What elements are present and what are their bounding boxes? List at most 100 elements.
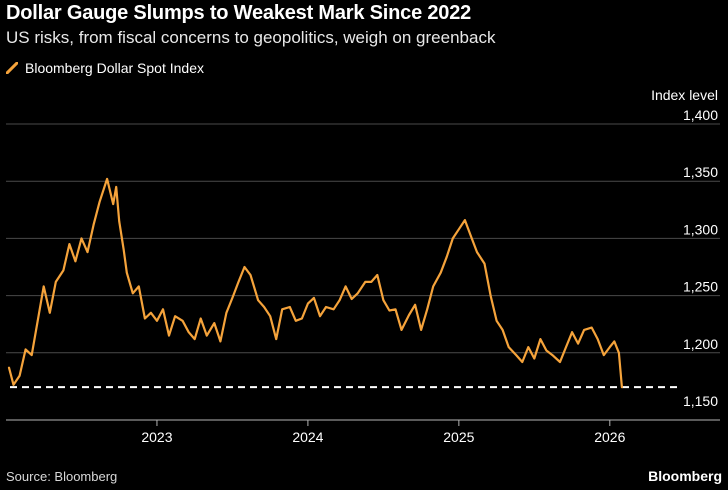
data-point	[313, 297, 315, 299]
data-point	[501, 329, 504, 331]
data-point	[301, 317, 303, 320]
data-point	[583, 329, 585, 331]
data-point	[332, 308, 335, 311]
data-point	[400, 329, 403, 331]
data-point	[269, 315, 271, 317]
data-point	[590, 326, 593, 329]
data-point	[521, 361, 524, 363]
data-point	[168, 334, 170, 337]
data-point	[138, 285, 140, 288]
data-point	[125, 271, 128, 274]
data-point	[495, 319, 498, 322]
data-point	[338, 299, 341, 301]
data-point	[394, 308, 397, 311]
data-point	[55, 281, 57, 283]
data-point	[364, 281, 367, 283]
data-point	[325, 306, 327, 308]
source-note: Source: Bloomberg	[6, 469, 118, 484]
data-point	[414, 303, 416, 306]
data-point	[8, 366, 10, 369]
data-point	[370, 281, 373, 283]
x-tick-label: 2023	[141, 429, 172, 445]
data-point	[225, 311, 228, 314]
data-point	[621, 386, 623, 388]
data-point	[452, 237, 454, 240]
data-point	[577, 342, 579, 345]
data-point	[559, 361, 561, 363]
data-point	[193, 338, 196, 340]
data-point	[288, 306, 291, 308]
data-point	[106, 178, 108, 180]
y-tick-label: 1,400	[683, 107, 718, 123]
data-point	[118, 220, 121, 223]
y-tick-label: 1,150	[683, 393, 718, 409]
data-point	[237, 281, 240, 283]
data-point	[533, 357, 536, 360]
y-axis-label: Index level	[651, 87, 718, 103]
data-point	[344, 285, 347, 288]
data-point	[18, 374, 21, 377]
y-tick-label: 1,200	[683, 336, 718, 352]
data-point	[122, 249, 125, 251]
data-point	[356, 292, 359, 295]
data-point	[388, 309, 391, 312]
data-point	[483, 262, 486, 265]
data-point	[112, 203, 114, 205]
data-point	[36, 319, 39, 322]
data-point	[445, 255, 448, 258]
data-point	[515, 354, 518, 356]
series-line-dollar-index	[7, 177, 624, 389]
data-point	[350, 298, 353, 300]
data-point	[545, 349, 548, 352]
data-point	[295, 319, 297, 322]
data-point	[263, 306, 265, 308]
data-point	[205, 334, 208, 337]
data-point	[382, 299, 385, 301]
data-point	[42, 285, 45, 288]
data-point	[596, 338, 599, 340]
data-point	[92, 223, 95, 226]
data-point	[458, 228, 460, 231]
data-point	[162, 308, 164, 311]
data-point	[115, 186, 117, 188]
x-tick-label: 2026	[594, 429, 625, 445]
y-tick-label: 1,250	[683, 279, 718, 295]
data-point	[420, 329, 422, 331]
data-point	[231, 297, 234, 299]
data-point	[464, 219, 466, 221]
data-point	[539, 338, 542, 340]
data-point	[257, 299, 259, 301]
data-point	[618, 352, 620, 354]
chart-subtitle: US risks, from fiscal concerns to geopol…	[6, 28, 496, 47]
data-point	[150, 311, 152, 314]
data-point	[613, 340, 616, 343]
data-point	[80, 237, 83, 240]
data-point	[609, 346, 611, 348]
y-tick-label: 1,300	[683, 221, 718, 237]
data-point	[12, 384, 15, 386]
data-point	[281, 308, 284, 311]
data-point	[181, 319, 184, 322]
data-point	[86, 251, 89, 253]
data-point	[476, 251, 478, 253]
data-point	[219, 340, 222, 343]
data-point	[489, 294, 492, 297]
data-point	[275, 338, 278, 340]
data-point	[48, 311, 51, 314]
y-tick-label: 1,350	[683, 164, 718, 180]
x-tick-label: 2025	[443, 429, 474, 445]
data-point	[470, 235, 472, 237]
data-point	[132, 292, 134, 295]
x-tick-label: 2024	[292, 429, 323, 445]
data-point	[144, 317, 146, 320]
data-point	[213, 322, 216, 324]
data-point	[174, 315, 176, 317]
legend-label: Bloomberg Dollar Spot Index	[25, 60, 204, 76]
data-point	[249, 274, 252, 276]
data-point	[319, 315, 321, 317]
data-point	[156, 319, 158, 322]
data-point	[439, 271, 442, 274]
data-point	[74, 260, 77, 263]
legend: Bloomberg Dollar Spot Index	[6, 60, 204, 76]
